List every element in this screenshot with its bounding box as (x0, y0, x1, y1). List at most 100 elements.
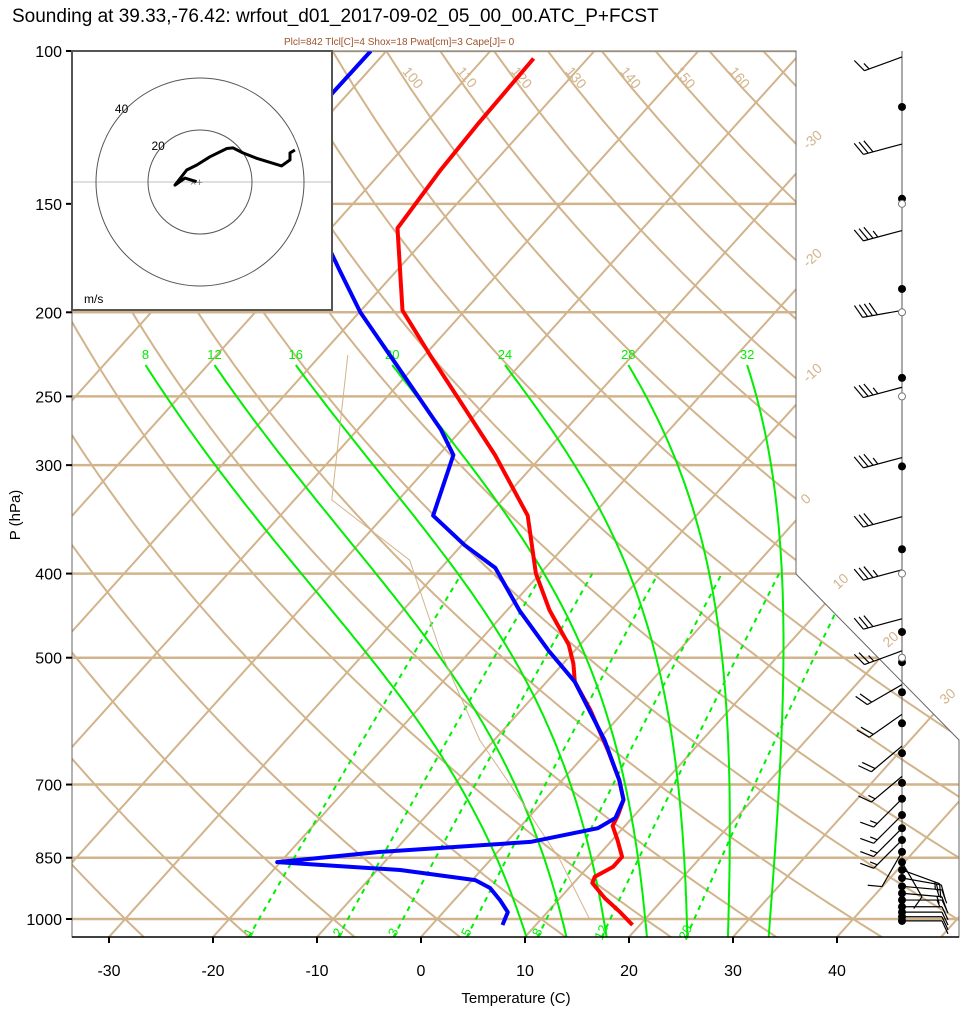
barb-feather (858, 141, 869, 154)
wind-barb (902, 906, 949, 920)
wind-barb (855, 684, 903, 706)
barb-feather (853, 143, 864, 155)
temperature-profile-line (395, 57, 634, 927)
moist-adiabat-line (391, 364, 648, 937)
barb-staff (881, 851, 903, 887)
barb-staff (864, 650, 903, 666)
barb-feather (858, 384, 869, 397)
y-tick-label: 300 (35, 458, 62, 475)
height-marker (898, 102, 906, 111)
barb-feather (941, 889, 948, 904)
dewpoint-profile-line (275, 51, 626, 926)
barb-feather (861, 761, 876, 770)
barb-feather (855, 695, 868, 706)
wind-barb (853, 453, 903, 469)
height-marker (898, 896, 906, 905)
barb-feather (868, 302, 878, 316)
barb-feather (858, 514, 869, 527)
wind-barb (902, 916, 949, 930)
wind-barb (902, 911, 949, 926)
barb-feather (860, 726, 874, 735)
dry-adiabat-label: 140 (617, 63, 644, 91)
x-tick-label: 0 (417, 963, 426, 980)
wind-barb (901, 885, 948, 904)
barb-half-feather (935, 883, 939, 892)
moist-adiabat-label: 16 (289, 347, 303, 362)
hodograph-frame (71, 50, 333, 311)
dry-adiabat-line (600, 51, 959, 937)
barb-half-feather (869, 861, 878, 866)
parcel-profile-line (331, 354, 591, 921)
moist-adiabat-line (213, 364, 568, 937)
y-tick-label: 700 (35, 778, 62, 795)
isotherm-label: 10 (829, 570, 851, 592)
wind-barb (867, 851, 903, 888)
barb-feather (863, 453, 874, 466)
moist-adiabat-line (144, 364, 528, 937)
height-marker (898, 858, 906, 867)
wind-barb (858, 775, 903, 803)
isotherm-line (72, 51, 492, 937)
wind-barb (853, 566, 903, 581)
mixing-ratio-line (685, 573, 856, 937)
barb-feather (941, 906, 949, 920)
barb-staff (863, 386, 903, 399)
profiles (275, 51, 634, 927)
moist-adiabat-label: 32 (740, 347, 754, 362)
height-marker (898, 373, 906, 382)
barb-feather (941, 916, 949, 930)
y-tick-label: 1000 (26, 912, 62, 929)
height-marker (898, 847, 906, 856)
barb-staff (868, 713, 903, 738)
dry-adiabat-label: 130 (563, 63, 590, 91)
x-tick-label: 40 (828, 963, 846, 980)
moist-adiabat-line (627, 364, 731, 937)
barb-feather (860, 837, 874, 844)
open-marker (898, 653, 906, 662)
wind-barbs (853, 51, 949, 935)
barb-feather (858, 228, 869, 240)
dry-adiabat-line (72, 51, 462, 937)
hodograph-ring-label: 40 (115, 102, 129, 116)
isotherm-line (72, 51, 700, 937)
wind-barb (853, 650, 903, 666)
wind-barb (853, 56, 903, 72)
height-marker (898, 688, 906, 697)
barb-half-feather (872, 457, 879, 465)
dry-adiabat-line (385, 51, 959, 937)
mixing-ratio-line (337, 573, 544, 937)
barb-half-feather (936, 899, 941, 908)
barb-half-feather (872, 387, 879, 395)
barb-half-feather (868, 655, 875, 662)
x-axis-title: Temperature (C) (461, 990, 570, 1007)
y-tick-label: 100 (35, 44, 62, 61)
barb-feather (853, 456, 864, 469)
mixing-ratio-line (536, 573, 723, 937)
barb-feather (853, 515, 864, 528)
chart-title: Sounding at 39.33,-76.42: wrfout_d01_201… (12, 6, 659, 27)
hodograph-ring (95, 77, 305, 287)
barb-feather (860, 821, 874, 828)
mixing-ratio-line (600, 573, 780, 937)
barb-feather (863, 226, 874, 239)
moist-adiabat-line (294, 364, 608, 937)
wind-barb (853, 140, 903, 155)
wind-barb (853, 226, 903, 242)
y-tick-label: 500 (35, 651, 62, 668)
barb-feather (858, 455, 869, 467)
barb-feather (938, 883, 942, 898)
barb-staff (873, 798, 903, 828)
isotherm-line (939, 51, 959, 937)
dry-adiabat-line (72, 51, 883, 937)
hodograph-ring-label: 20 (151, 139, 165, 153)
barb-staff (870, 775, 903, 803)
y-tick-label: 250 (35, 389, 62, 406)
barb-staff (863, 456, 903, 469)
barb-half-feather (936, 889, 940, 897)
height-marker (898, 627, 906, 636)
barb-feather (860, 862, 874, 869)
dry-adiabat-line (72, 51, 145, 937)
height-marker (898, 811, 906, 820)
